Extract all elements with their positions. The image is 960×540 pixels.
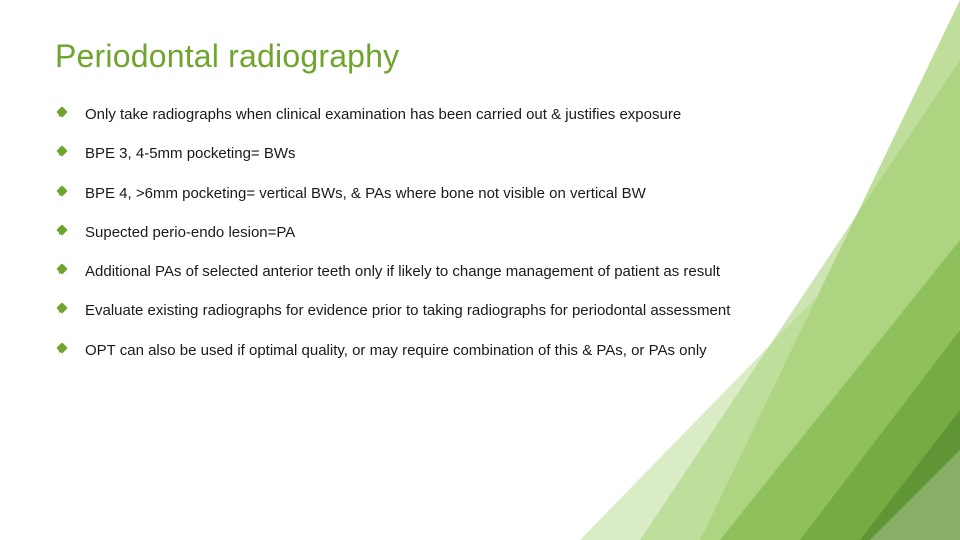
list-item: BPE 3, 4-5mm pocketing= BWs <box>55 144 795 164</box>
list-item: Additional PAs of selected anterior teet… <box>55 262 795 282</box>
list-item: Only take radiographs when clinical exam… <box>55 105 795 125</box>
slide: Periodontal radiography Only take radiog… <box>0 0 960 540</box>
list-item: Evaluate existing radiographs for eviden… <box>55 301 795 321</box>
list-item: OPT can also be used if optimal quality,… <box>55 341 795 361</box>
deco-triangle <box>870 450 960 540</box>
deco-triangle <box>800 330 960 540</box>
deco-triangle <box>860 410 960 540</box>
list-item: BPE 4, >6mm pocketing= vertical BWs, & P… <box>55 184 795 204</box>
bullet-list: Only take radiographs when clinical exam… <box>55 105 795 361</box>
slide-title: Periodontal radiography <box>55 38 905 75</box>
list-item: Supected perio-endo lesion=PA <box>55 223 795 243</box>
